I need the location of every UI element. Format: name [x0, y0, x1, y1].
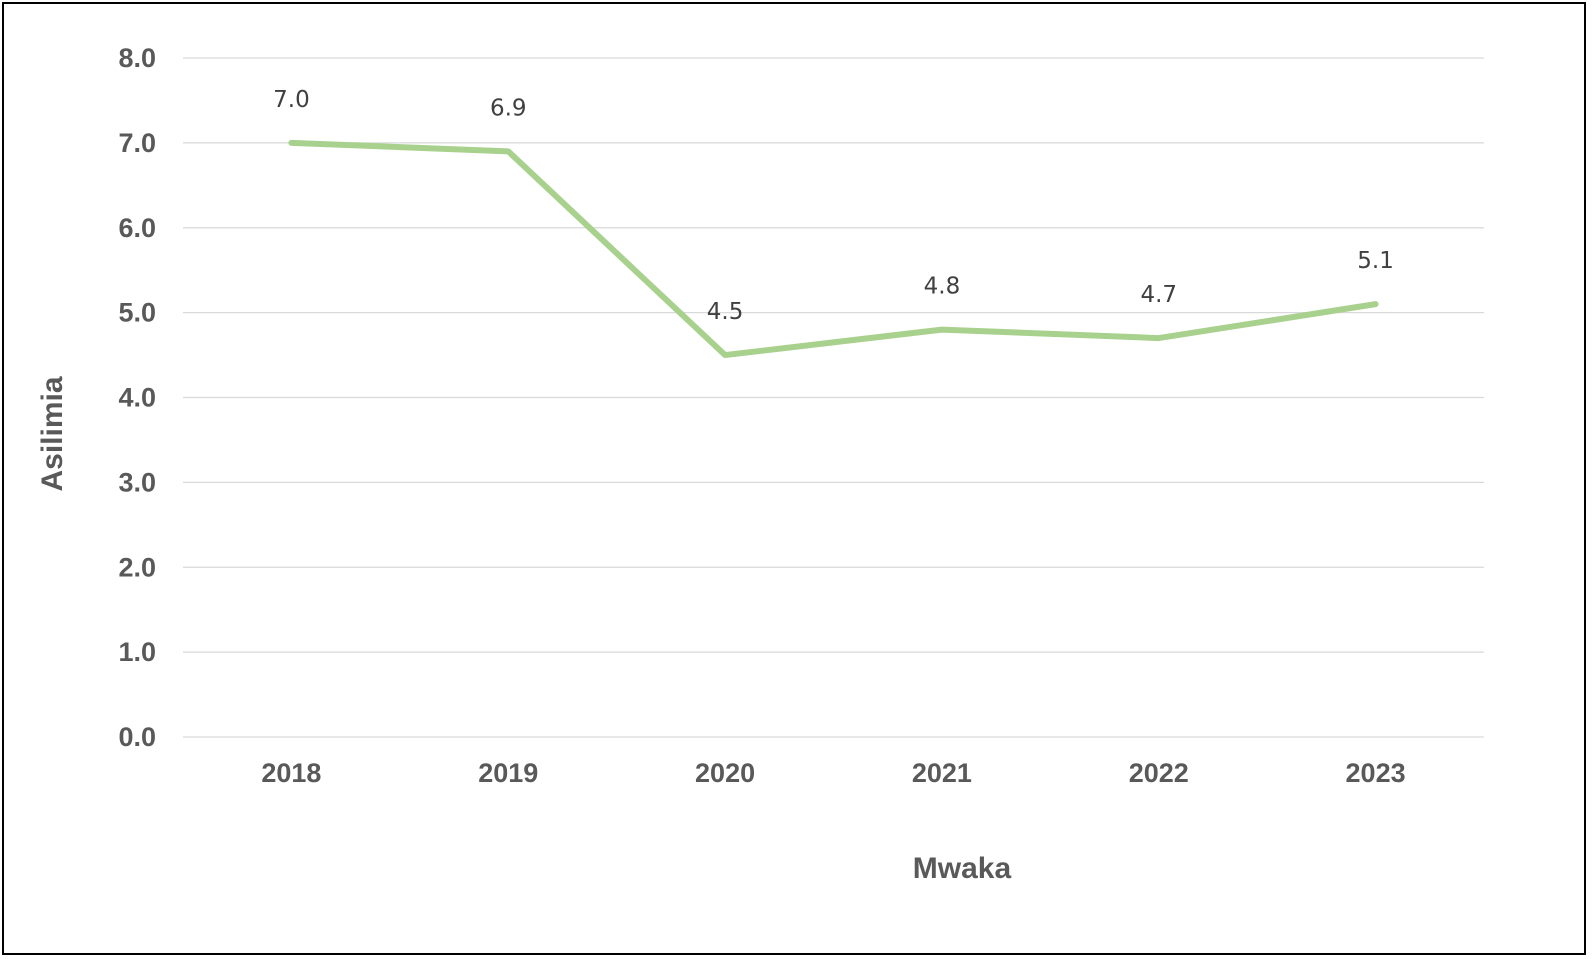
data-label: 4.5 — [707, 299, 744, 325]
y-tick-label: 4.0 — [118, 383, 156, 413]
x-axis-title: Mwaka — [913, 852, 1012, 885]
data-label: 5.1 — [1357, 248, 1394, 274]
data-labels: 7.0 6.9 4.5 4.8 4.7 5.1 — [273, 87, 1394, 325]
data-label: 7.0 — [273, 87, 310, 113]
data-label: 6.9 — [490, 95, 527, 121]
y-tick-label: 5.0 — [118, 298, 156, 328]
y-tick-label: 3.0 — [118, 467, 156, 497]
series-line-path — [288, 139, 1379, 359]
x-tick-label: 2020 — [695, 758, 755, 788]
x-tick-label: 2019 — [478, 758, 538, 788]
series-line — [288, 139, 1379, 359]
y-axis-ticks: 0.0 1.0 2.0 3.0 4.0 5.0 6.0 7.0 8.0 — [118, 43, 156, 752]
x-tick-label: 2022 — [1129, 758, 1189, 788]
y-tick-label: 2.0 — [118, 552, 156, 582]
gridlines — [183, 57, 1484, 738]
x-tick-label: 2023 — [1346, 758, 1406, 788]
y-tick-label: 0.0 — [118, 722, 156, 752]
line-chart: 0.0 1.0 2.0 3.0 4.0 5.0 6.0 7.0 8.0 2018 2019 2020… — [36, 43, 1484, 885]
y-tick-label: 8.0 — [118, 43, 156, 73]
x-tick-label: 2018 — [261, 758, 321, 788]
y-tick-label: 1.0 — [118, 637, 156, 667]
x-tick-label: 2021 — [912, 758, 972, 788]
data-label: 4.7 — [1140, 282, 1177, 308]
y-axis-title: Asilimia — [36, 376, 69, 491]
x-axis-ticks: 2018 2019 2020 2021 2022 2023 — [261, 758, 1405, 788]
y-tick-label: 6.0 — [118, 213, 156, 243]
y-tick-label: 7.0 — [118, 128, 156, 158]
data-label: 4.8 — [924, 274, 961, 300]
